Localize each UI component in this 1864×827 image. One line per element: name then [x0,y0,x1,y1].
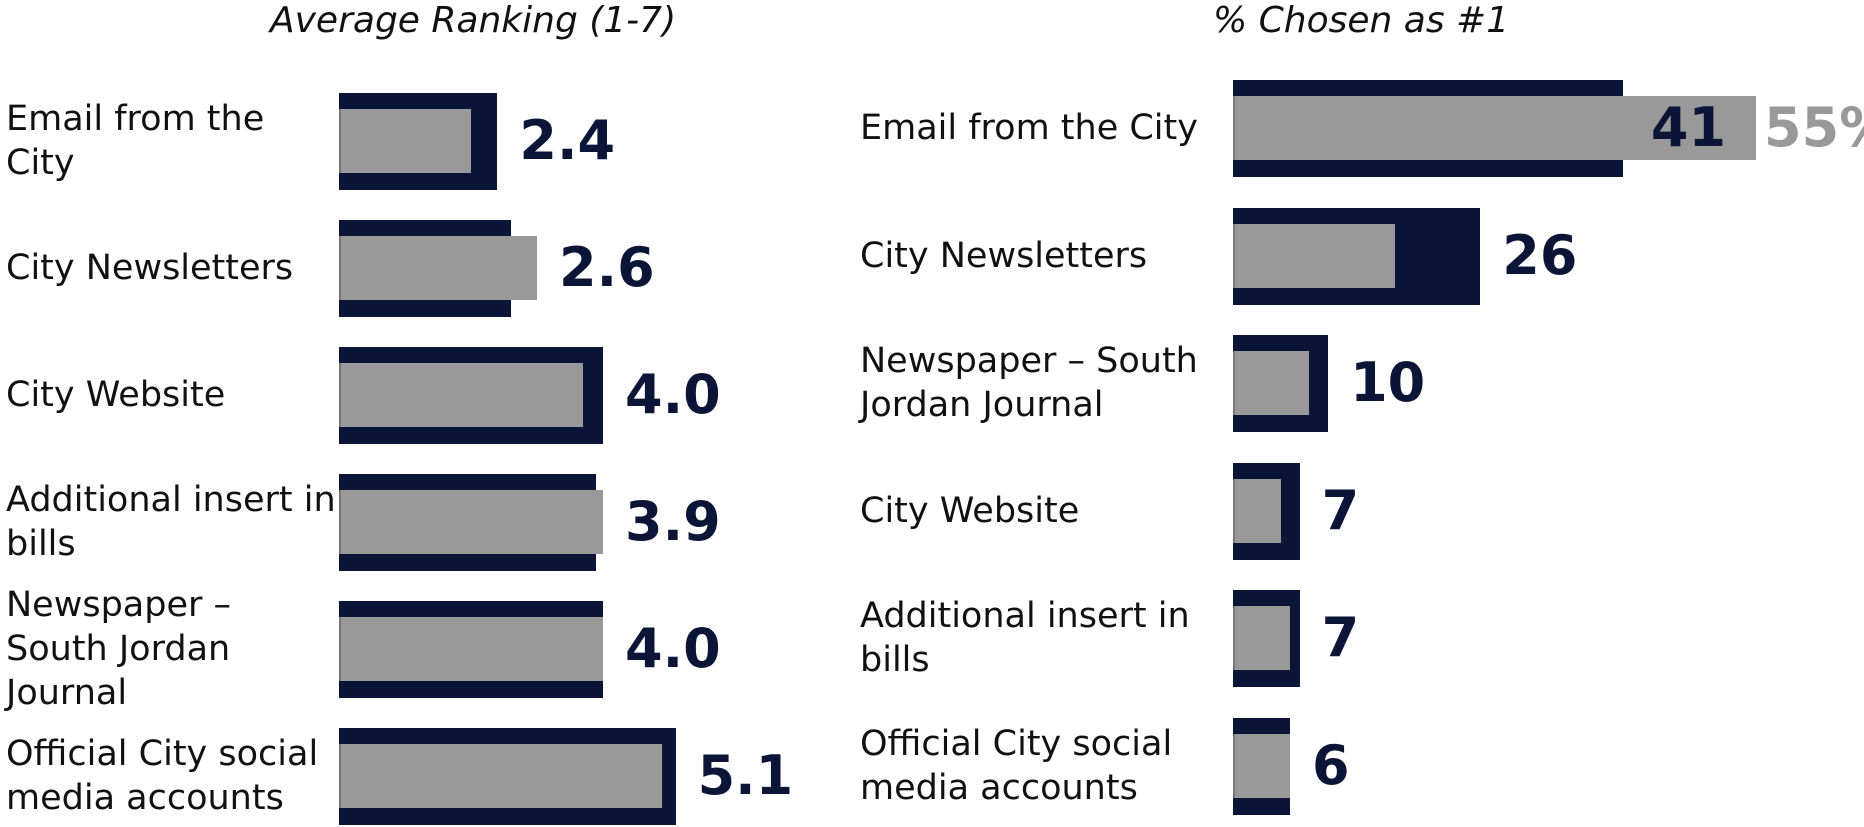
bar [339,490,603,554]
category-label: Email from the City [860,108,1198,148]
bar [339,744,663,808]
category-label: Additional insert in bills [6,480,336,564]
value-label: 4.0 [625,363,721,426]
bar [339,363,584,427]
category-label: City Newsletters [6,248,294,288]
value-label: 6 [1312,734,1350,797]
bar [339,109,471,173]
value-label: 7 [1321,478,1360,542]
category-label: City Newsletters [860,235,1148,276]
category-label: City Website [6,375,226,415]
value-label: 4.0 [625,617,721,680]
bar [1233,478,1281,543]
value-label: 55% [1764,96,1864,159]
category-label: Newspaper – South Jordan Journal [860,341,1198,426]
bar [1233,606,1291,671]
bar [1233,351,1310,416]
value-label: 41 [1650,96,1727,159]
value-label: 7 [1321,606,1360,670]
category-label: Official City social media accounts [860,724,1173,808]
bar [339,236,537,300]
value-label: 5.1 [697,744,794,807]
category-label: Official City social media accounts [6,734,319,818]
chart-title: Average Ranking (1-7) [270,0,677,41]
bar [1233,96,1757,160]
value-label: 26 [1502,223,1578,287]
chart-title: % Chosen as #1 [1213,0,1510,41]
category-label: Email from the City [6,99,265,183]
value-label: 2.4 [519,109,616,172]
category-label: Newspaper – South Jordan Journal [6,585,232,713]
value-label: 3.9 [625,490,721,553]
bar [339,617,603,681]
category-label: Additional insert in bills [860,596,1190,681]
value-label: 10 [1350,351,1426,415]
value-label: 2.6 [559,236,655,299]
category-label: City Website [860,490,1080,531]
bar [1233,734,1291,798]
bar [1233,223,1395,288]
